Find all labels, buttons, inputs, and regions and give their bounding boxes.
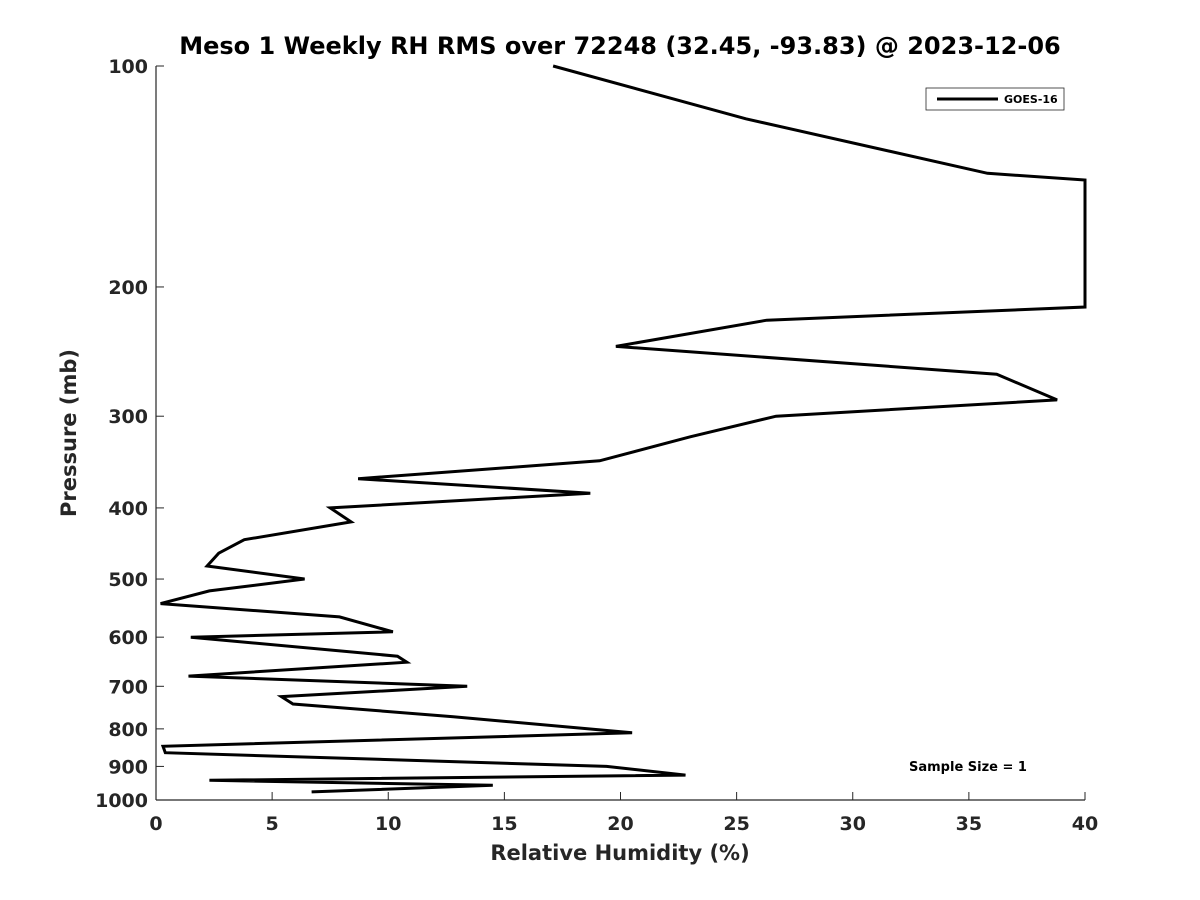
y-tick-label: 400 <box>108 498 148 520</box>
x-axis-ticks: 0 5 10 15 20 25 30 35 40 <box>149 792 1098 835</box>
sample-size-annotation: Sample Size = 1 <box>909 760 1027 775</box>
x-tick-label: 40 <box>1072 813 1098 835</box>
y-tick-label: 100 <box>108 56 148 78</box>
y-tick-label: 200 <box>108 277 148 299</box>
x-tick-label: 15 <box>491 813 517 835</box>
x-axis-label: Relative Humidity (%) <box>490 841 749 865</box>
legend: GOES-16 <box>925 87 1065 111</box>
y-tick-label: 700 <box>108 676 148 698</box>
x-tick-label: 25 <box>723 813 749 835</box>
chart-title: Meso 1 Weekly RH RMS over 72248 (32.45, … <box>179 32 1061 60</box>
y-axis-ticks: 100 200 300 400 500 600 700 800 900 1000 <box>95 56 164 812</box>
y-tick-label: 500 <box>108 569 148 591</box>
x-tick-label: 5 <box>266 813 279 835</box>
y-tick-label: 1000 <box>95 790 148 812</box>
y-tick-label: 300 <box>108 406 148 428</box>
y-tick-label: 900 <box>108 756 148 778</box>
series-group <box>160 64 1087 794</box>
plot-axes <box>155 66 1085 801</box>
x-tick-label: 35 <box>956 813 982 835</box>
series-line-goes-16 <box>160 64 1087 794</box>
legend-label: GOES-16 <box>1004 93 1058 106</box>
x-tick-label: 10 <box>375 813 401 835</box>
x-tick-label: 20 <box>607 813 633 835</box>
x-tick-label: 30 <box>840 813 866 835</box>
y-axis-label: Pressure (mb) <box>57 349 81 517</box>
y-tick-label: 600 <box>108 627 148 649</box>
x-tick-label: 0 <box>149 813 162 835</box>
y-tick-label: 800 <box>108 719 148 741</box>
